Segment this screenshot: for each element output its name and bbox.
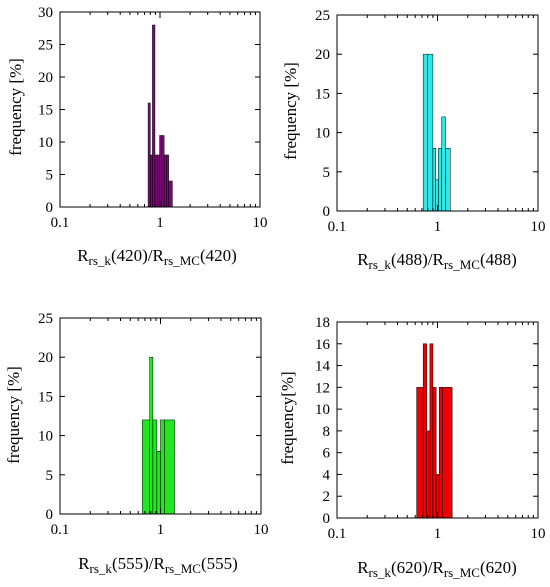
panel-420-bar-9 xyxy=(169,181,173,207)
panel-555-xtick-label-0: 0.1 xyxy=(51,522,70,538)
panel-488-ytick-label-0: 0 xyxy=(323,204,331,220)
panel-420-bar-3 xyxy=(155,155,157,207)
panel-555-ytick-label-0: 0 xyxy=(46,507,54,523)
panel-420-bar-8 xyxy=(166,155,168,207)
panel-620-bar-5 xyxy=(436,474,439,518)
panel-555-ytick-label-3: 15 xyxy=(38,389,53,405)
panel-620-bar-3 xyxy=(430,344,433,518)
panel-420-ytick-label-1: 5 xyxy=(46,168,54,184)
panel-555-ytick-label-4: 20 xyxy=(38,350,53,366)
panel-488-bar-4 xyxy=(438,148,441,211)
panel-420-ytick-label-3: 15 xyxy=(38,103,53,119)
panel-420-ytick-label-6: 30 xyxy=(38,5,53,21)
panel-620-bar-4 xyxy=(433,387,436,518)
panel-620-ytick-label-2: 4 xyxy=(323,467,331,483)
panel-555-ytick-label-5: 25 xyxy=(38,311,53,327)
panel-620-plot-area: 0 2 4 6 8 10 12 14 16 18 0.1 1 10 xyxy=(315,315,546,542)
panel-555-bar-1 xyxy=(150,357,153,514)
panel-488-xlabel: Rrs_k(488)/Rrs_MC(488) xyxy=(357,250,517,272)
panel-488-xtick-label-1: 1 xyxy=(434,219,442,235)
panel-488-plot-area: 0 5 10 15 20 25 0.1 1 10 xyxy=(315,8,546,235)
panel-620-ytick-label-7: 14 xyxy=(315,359,331,375)
panel-555-ytick-label-2: 10 xyxy=(38,429,53,445)
panel-555-ylabel: frequency [%] xyxy=(4,366,23,464)
panel-620-bar-7 xyxy=(442,387,452,518)
panel-555-xtick-label-2: 10 xyxy=(254,522,269,538)
panel-488-ytick-label-1: 5 xyxy=(323,165,331,181)
panel-555-bar-2 xyxy=(153,420,157,514)
panel-420-bar-6 xyxy=(162,136,164,208)
panel-488-bar-6 xyxy=(445,148,450,211)
panel-620-ylabel: frequency[%] xyxy=(278,371,297,464)
panel-620-ytick-label-4: 8 xyxy=(323,424,331,440)
panel-555-bar-0 xyxy=(142,420,149,514)
panel-620-bar-1 xyxy=(423,344,426,518)
panel-488-ytick-label-5: 25 xyxy=(315,8,330,24)
panel-620-bar-6 xyxy=(439,387,442,518)
panel-620: 0 2 4 6 8 10 12 14 16 18 0.1 1 10 frequency[%] Rrs_k… xyxy=(278,315,546,580)
panel-420-ytick-label-0: 0 xyxy=(46,200,54,216)
panel-620-xtick-label-0: 0.1 xyxy=(328,526,347,542)
panel-488-ytick-label-4: 20 xyxy=(315,47,330,63)
panel-555-xlabel: Rrs_k(555)/Rrs_MC(555) xyxy=(78,554,238,576)
panel-420-ytick-label-2: 10 xyxy=(38,135,53,151)
panel-620-xlabel: Rrs_k(620)/Rrs_MC(620) xyxy=(357,558,517,580)
panel-420-ylabel: frequency [%] xyxy=(6,58,25,156)
panel-420-ytick-label-4: 20 xyxy=(38,70,53,86)
panel-555: 0 5 10 15 20 25 0.1 1 10 frequency [%] Rrs_k(555… xyxy=(4,311,269,576)
panel-420-xlabel: Rrs_k(420)/Rrs_MC(420) xyxy=(77,246,237,268)
panel-555-ytick-label-1: 5 xyxy=(46,468,54,484)
panel-555-bar-5 xyxy=(165,420,175,514)
panel-420-xtick-label-2: 10 xyxy=(253,215,268,231)
panel-488-bar-1 xyxy=(428,54,433,211)
panel-488: 0 5 10 15 20 25 0.1 1 10 frequency [%] Rrs_k(488… xyxy=(281,8,546,272)
panel-420-ytick-label-5: 25 xyxy=(38,38,53,54)
panel-620-ytick-label-5: 10 xyxy=(315,402,330,418)
panel-620-xtick-label-2: 10 xyxy=(531,526,546,542)
panel-620-ytick-label-1: 2 xyxy=(323,489,331,505)
panel-488-bar-5 xyxy=(442,117,446,211)
panel-420-plot-area: 0 5 10 15 20 25 30 0.1 1 10 xyxy=(38,5,268,231)
panel-555-plot-area: 0 5 10 15 20 25 0.1 1 10 xyxy=(38,311,269,538)
panel-488-ytick-label-2: 10 xyxy=(315,126,330,142)
panel-488-bar-2 xyxy=(433,148,436,211)
panel-488-bar-0 xyxy=(423,54,428,211)
panel-420-xtick-label-1: 1 xyxy=(156,215,164,231)
panel-620-ytick-label-3: 6 xyxy=(323,446,331,462)
panel-488-ylabel: frequency [%] xyxy=(281,62,300,160)
panel-555-xtick-label-1: 1 xyxy=(157,522,165,538)
panel-555-bar-3 xyxy=(157,451,161,514)
panel-420-bar-2 xyxy=(152,25,155,207)
panel-488-xtick-label-2: 10 xyxy=(531,219,546,235)
panel-620-ytick-label-9: 18 xyxy=(315,315,330,331)
panel-420-bar-7 xyxy=(164,155,166,207)
panel-620-xtick-label-1: 1 xyxy=(434,526,442,542)
panel-420-xtick-label-0: 0.1 xyxy=(51,215,70,231)
panel-420-bar-1 xyxy=(150,155,152,207)
panel-420: 0 5 10 15 20 25 30 0.1 1 10 frequency [%] Rrs_k(4… xyxy=(6,5,268,268)
panel-620-bar-2 xyxy=(427,431,430,518)
panel-420-bar-5 xyxy=(160,136,162,208)
panel-420-bar-0 xyxy=(148,103,150,207)
panel-555-bar-4 xyxy=(161,420,165,514)
panel-620-bar-0 xyxy=(417,387,424,518)
panel-620-ytick-label-0: 0 xyxy=(323,511,331,527)
panel-620-ytick-label-6: 12 xyxy=(315,380,330,396)
panel-620-ytick-label-8: 16 xyxy=(315,337,331,353)
panel-488-xtick-label-0: 0.1 xyxy=(328,219,347,235)
panel-488-ytick-label-3: 15 xyxy=(315,86,330,102)
panel-420-bar-4 xyxy=(157,155,159,207)
